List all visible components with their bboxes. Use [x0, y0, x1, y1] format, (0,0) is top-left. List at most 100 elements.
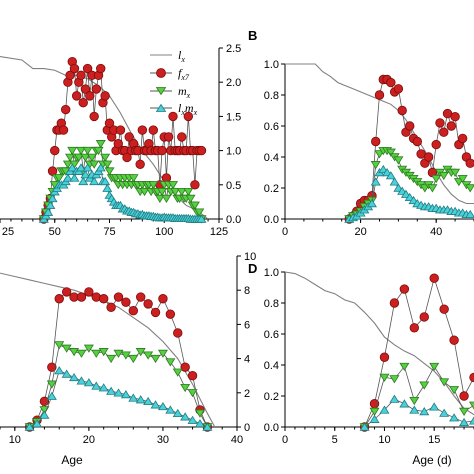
panel-c-l_xm_x-point-12 — [113, 388, 124, 397]
panel-d-x-tick-label-0: 0 — [282, 434, 288, 446]
panel-b-f_x7-point-28 — [450, 111, 460, 122]
panel-d-y-tick-label-5: 1.0 — [264, 267, 279, 279]
panel-c-m_x-point-18 — [157, 349, 168, 358]
panel-c-x-tick-label-2: 30 — [157, 434, 169, 446]
panel-c-m_x-point-14 — [128, 354, 139, 364]
panel-c-x-tick-label-1: 20 — [83, 434, 95, 446]
panel-a-l_xm_x-point-14 — [69, 173, 80, 182]
panel-d-m_x-point-1 — [369, 407, 380, 416]
panel-a-right-y-tick-label-4: 2.0 — [226, 77, 241, 89]
panel-a-m_x-point-16 — [73, 153, 84, 162]
panel-d-series — [284, 271, 474, 432]
panel-d-f_x7-point-3 — [389, 298, 400, 308]
panel-b: 0 20 40 0.0 0.2 0.4 0.6 0.8 1.0 — [264, 59, 474, 238]
panel-b-f_x7-point-7 — [371, 136, 381, 147]
panel-c-l_xm_x-point-21 — [180, 412, 191, 421]
panel-a-m_x-point-20 — [82, 146, 93, 156]
panel-a-m_x-point-23 — [89, 160, 100, 169]
panel-b-f_x7-point-13 — [393, 84, 404, 94]
panel-a-l_xm_x-point-23 — [89, 176, 100, 186]
panel-a-x-tick-label-0: 25 — [2, 226, 14, 238]
panel-a-l_xm_x-point-26 — [95, 163, 106, 172]
panel-a-series-f_x7 — [39, 56, 207, 224]
panel-c-l_xm_x-point-18 — [157, 402, 168, 411]
panel-d-f_x7-point-7 — [429, 273, 439, 283]
panel-a-l_xm_x-point-2 — [43, 207, 54, 216]
panel-a-f_x7-point-30 — [104, 118, 115, 128]
legend-marker-mx — [155, 87, 167, 96]
panel-b-l_xm_x-point-12 — [389, 177, 400, 186]
panel-c-f_x7-point-21 — [180, 362, 190, 372]
panel-a-f_x7-point-24 — [91, 84, 102, 94]
panel-d-l_xm_x-point-0 — [359, 422, 370, 431]
panel-d-m_x-point-5 — [409, 396, 420, 406]
panel-c-f_x7-point-5 — [61, 287, 72, 297]
panel-c-m_x-point-17 — [150, 354, 161, 364]
panel-a-series-l_xm_x — [38, 163, 207, 223]
panel-a-f_x7-point-66 — [183, 111, 194, 122]
panel-a-right-y-tick-label-5: 2.5 — [226, 43, 241, 55]
panel-b-x-tick-label-1: 20 — [354, 226, 366, 238]
panel-d-y-tick-label-4: 0.8 — [264, 298, 279, 310]
panel-a-m_x-point-53 — [154, 194, 165, 203]
legend-label-mx: mx — [178, 84, 191, 100]
panel-b-f_x7-point-16 — [405, 121, 415, 131]
panel-b-f_x7-point-23 — [431, 139, 441, 150]
panel-d-l_xm_x-point-6 — [419, 407, 430, 416]
panel-a-f_x7-point-35 — [115, 125, 126, 135]
panel-a-m_x-point-59 — [167, 181, 179, 190]
panel-c-series-l_xm_x — [24, 366, 213, 431]
panel-a-m_x-point-12 — [65, 153, 76, 162]
panel-d-m_x-point-7 — [429, 362, 440, 372]
panel-c-m_x-point-19 — [165, 358, 176, 367]
panel-a-l_xm_x-point-19 — [80, 170, 91, 179]
panel-c-l_xm_x-point-7 — [76, 376, 87, 385]
panel-a-f_x7-point-50 — [148, 125, 159, 135]
panel-c-l_xm_x-point-6 — [69, 372, 80, 382]
panel-c-m_x-point-13 — [120, 351, 131, 360]
panel-d-f_x7-point-2 — [379, 352, 390, 362]
panel-a-m_x-point-46 — [139, 187, 150, 197]
panel-a-m_x-point-13 — [67, 146, 78, 156]
panel-a-x-tick-label-2: 75 — [103, 226, 115, 238]
panel-c-m_x-point-20 — [172, 368, 183, 377]
panel-a-f_x7-point-21 — [85, 91, 95, 101]
panel-d-y-tick-label-2: 0.4 — [264, 360, 279, 372]
panel-d-l_xm_x-point-8 — [439, 408, 450, 417]
panel-c-l_xm_x-point-24 — [202, 422, 213, 431]
panel-b-m_x-point-28 — [450, 168, 461, 177]
panel-b-line-l_x — [285, 63, 474, 205]
legend-marker-fx7 — [156, 68, 166, 78]
panel-d-m_x-point-2 — [379, 373, 390, 382]
panel-c-l_xm_x-point-15 — [135, 395, 146, 404]
panel-a-m_x-point-17 — [76, 146, 87, 156]
panel-a-f_x7-point-20 — [82, 63, 93, 74]
panel-b-f_x7-point-11 — [386, 77, 396, 88]
panel-c-right-y-tick-label-1: 2 — [244, 388, 250, 400]
panel-b-x-tick-label-2: 40 — [430, 226, 442, 238]
panel-d-m_x-point-4 — [399, 362, 410, 372]
panel-a-l_xm_x-point-28 — [100, 176, 111, 186]
panel-a-f_x7-point-4 — [47, 166, 58, 176]
panel-c-l_xm_x-point-19 — [165, 405, 176, 414]
panel-b-f_x7-point-25 — [439, 127, 449, 137]
panel-b-series — [285, 63, 474, 224]
panel-c-series-m_x — [24, 341, 213, 432]
panel-c-l_xm_x-point-4 — [54, 366, 65, 375]
panel-b-y-tick-label-4: 0.8 — [264, 90, 279, 102]
panel-c-m_x-point-9 — [91, 349, 102, 358]
panel-d-m_x-point-10 — [459, 407, 470, 416]
panel-d-l_xm_x-point-5 — [409, 405, 420, 414]
panel-d-f_x7-point-11 — [469, 372, 474, 383]
panel-d-l_xm_x-point-2 — [379, 405, 390, 414]
panel-d-l_xm_x-point-9 — [449, 413, 460, 422]
panel-c-m_x-point-21 — [180, 383, 191, 393]
panel-c-m_x-point-11 — [106, 354, 117, 364]
panel-d-y-tick-label-1: 0.2 — [264, 391, 279, 403]
panel-a-l_xm_x-point-11 — [62, 173, 73, 182]
panel-c-l_xm_x-point-5 — [61, 369, 72, 378]
panel-c-m_x-point-5 — [61, 344, 72, 353]
